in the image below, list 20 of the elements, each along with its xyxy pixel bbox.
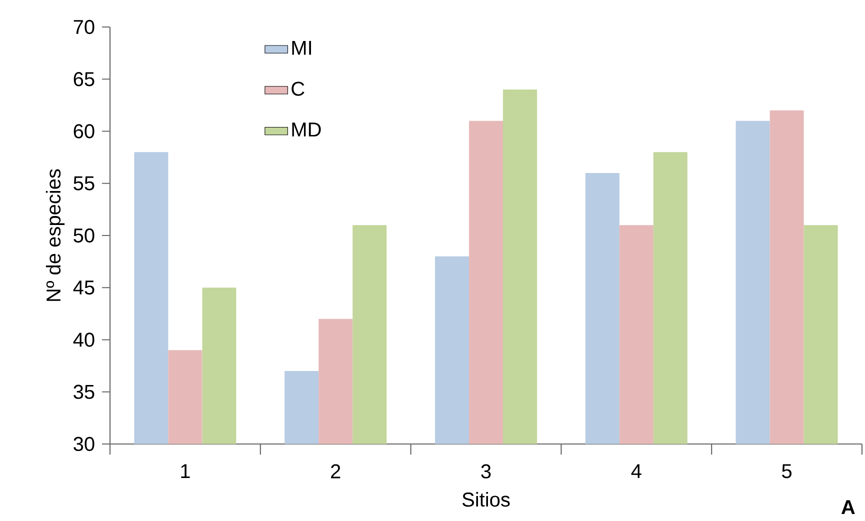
legend-label: MI	[292, 40, 311, 55]
y-tick-label: 35	[74, 384, 94, 399]
x-tick-label: 5	[782, 464, 792, 478]
y-tick-label: 55	[74, 176, 94, 190]
y-tick-label: 40	[73, 332, 94, 347]
x-axis-title: Sitios	[462, 492, 510, 507]
y-tick-label: 30	[74, 436, 94, 452]
x-tick-label: 1	[181, 464, 190, 478]
y-tick-label: 50	[74, 228, 94, 243]
y-axis-title: Nº de especies	[46, 169, 65, 301]
y-tick-label: 60	[74, 124, 94, 138]
y-tick-label: 70	[74, 20, 94, 34]
x-tick-label: 2	[331, 464, 340, 478]
legend-label: C	[292, 82, 304, 96]
legend-label: MD	[292, 122, 321, 136]
y-tick-label: 65	[74, 72, 94, 86]
x-tick-label: 4	[631, 464, 642, 478]
text: A	[841, 500, 855, 514]
x-tick-label: 3	[481, 464, 491, 478]
y-tick-label: 45	[73, 280, 94, 295]
